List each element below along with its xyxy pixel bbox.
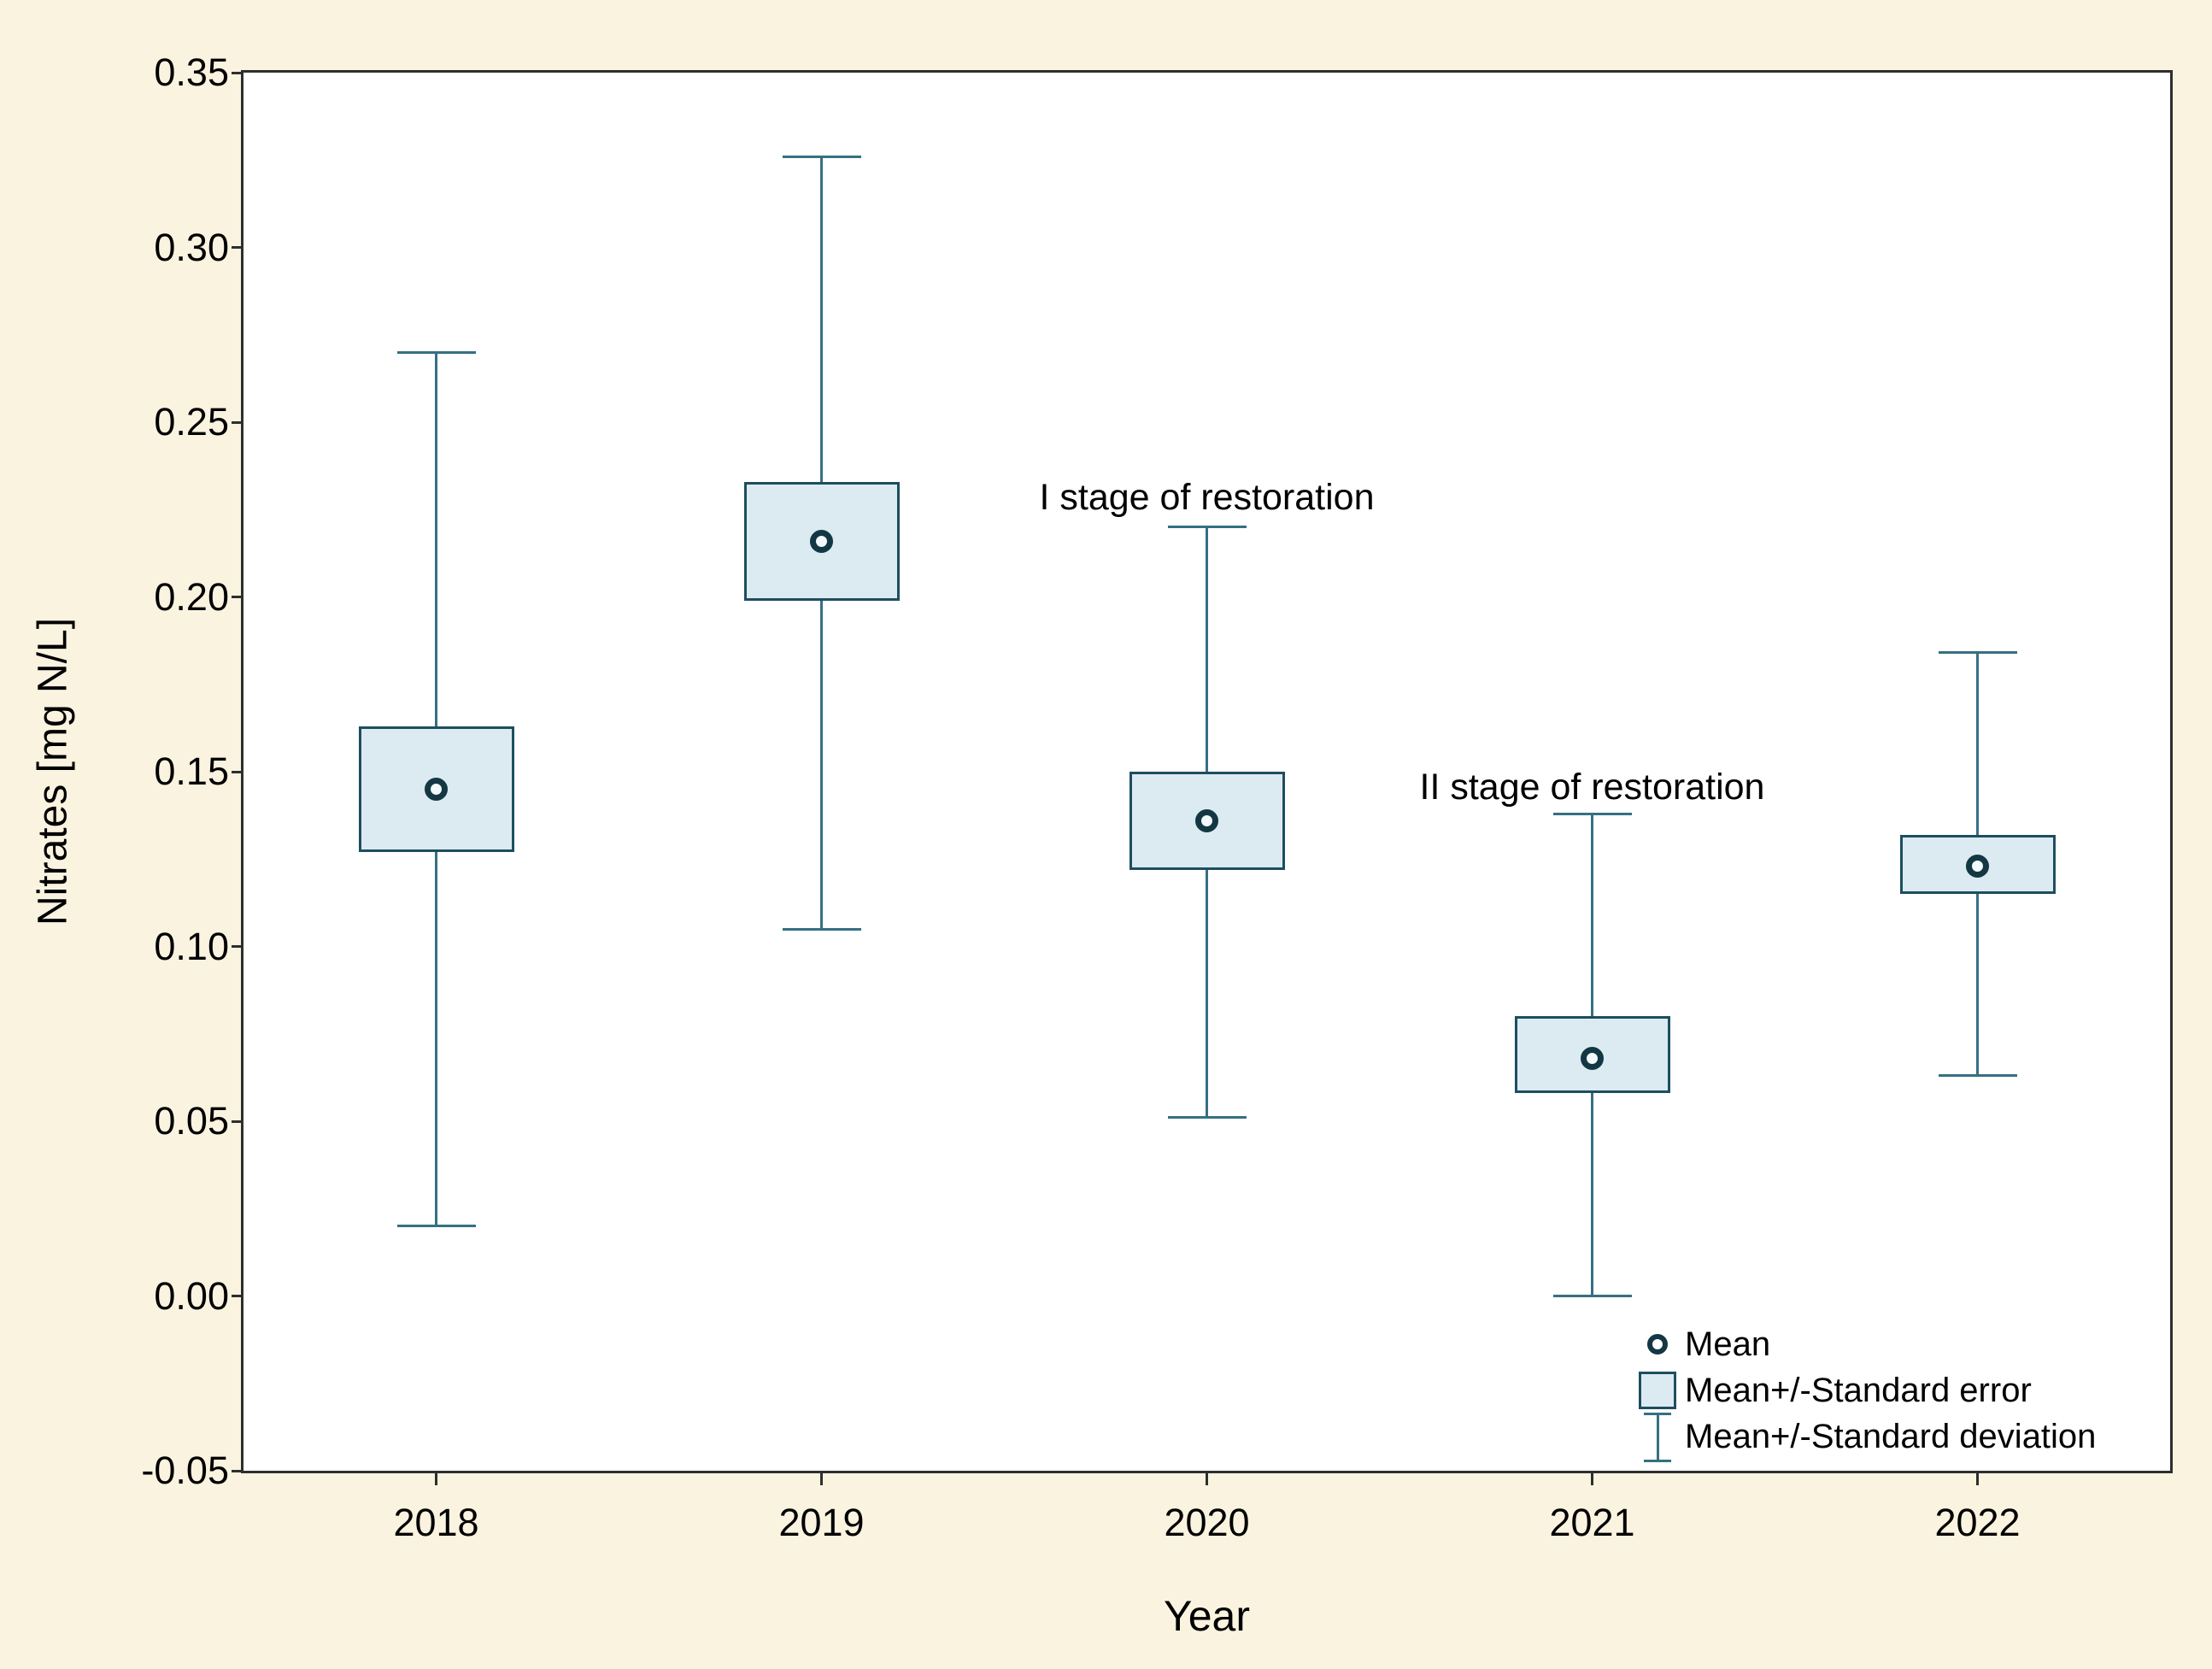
y-tick-label: 0.35 xyxy=(154,50,229,94)
x-tick-mark xyxy=(820,1473,823,1485)
y-tick-mark xyxy=(232,1295,243,1297)
x-axis-title: Year xyxy=(1163,1592,1251,1640)
sd-cap-bottom xyxy=(1938,1074,2017,1078)
y-tick-mark xyxy=(232,770,243,773)
sd-cap-top xyxy=(1167,526,1247,529)
x-tick-label: 2020 xyxy=(1164,1501,1250,1544)
y-tick-mark xyxy=(232,1469,243,1472)
mean-marker xyxy=(1581,1046,1604,1070)
sd-cap-bottom xyxy=(782,927,861,931)
mean-marker xyxy=(810,529,833,553)
legend-label: Mean xyxy=(1685,1325,1771,1363)
y-tick-mark xyxy=(232,945,243,948)
y-tick-label: 0.10 xyxy=(154,924,229,968)
y-tick-mark xyxy=(232,246,243,249)
x-tick-label: 2022 xyxy=(1934,1501,2021,1544)
mean-marker xyxy=(1195,808,1218,832)
y-tick-mark xyxy=(232,71,243,74)
y-tick-mark xyxy=(232,596,243,598)
x-tick-mark xyxy=(1976,1473,1979,1485)
legend-mean-icon xyxy=(1647,1334,1668,1355)
legend-sd-cap-top xyxy=(1644,1413,1671,1415)
sd-cap-bottom xyxy=(396,1225,476,1228)
y-tick-label: 0.00 xyxy=(154,1273,229,1318)
sd-cap-top xyxy=(396,350,476,354)
y-tick-label: 0.15 xyxy=(154,749,229,793)
y-tick-mark xyxy=(232,420,243,424)
x-tick-label: 2019 xyxy=(778,1501,865,1544)
y-tick-label: -0.05 xyxy=(141,1449,229,1492)
x-tick-mark xyxy=(1206,1473,1208,1485)
sd-cap-top xyxy=(782,155,861,158)
mean-marker xyxy=(425,777,448,801)
legend-label: Mean+/-Standard error xyxy=(1685,1372,2032,1409)
sd-cap-top xyxy=(1552,812,1632,815)
sd-cap-top xyxy=(1938,651,2017,655)
x-tick-label: 2021 xyxy=(1549,1501,1635,1544)
sd-cap-bottom xyxy=(1552,1295,1632,1297)
y-tick-mark xyxy=(232,1120,243,1123)
legend-sd-line xyxy=(1656,1413,1659,1462)
legend-se-box-icon xyxy=(1639,1372,1676,1409)
sd-cap-bottom xyxy=(1167,1116,1247,1120)
x-tick-label: 2018 xyxy=(393,1501,479,1544)
y-tick-label: 0.05 xyxy=(154,1099,229,1143)
y-tick-label: 0.30 xyxy=(154,225,229,269)
legend-label: Mean+/-Standard deviation xyxy=(1685,1418,2097,1455)
stage-annotation: I stage of restoration xyxy=(1039,476,1375,518)
y-tick-label: 0.20 xyxy=(154,574,229,619)
y-tick-label: 0.25 xyxy=(154,400,229,444)
legend-sd-cap-bottom xyxy=(1644,1460,1671,1462)
legend-sd-whisker-icon xyxy=(1641,1413,1674,1462)
stage-annotation: II stage of restoration xyxy=(1419,767,1765,808)
mean-marker xyxy=(1966,854,1989,878)
x-tick-mark xyxy=(435,1473,437,1485)
x-tick-mark xyxy=(1591,1473,1593,1485)
y-axis-title: Nitrates [mg N/L] xyxy=(30,617,76,926)
